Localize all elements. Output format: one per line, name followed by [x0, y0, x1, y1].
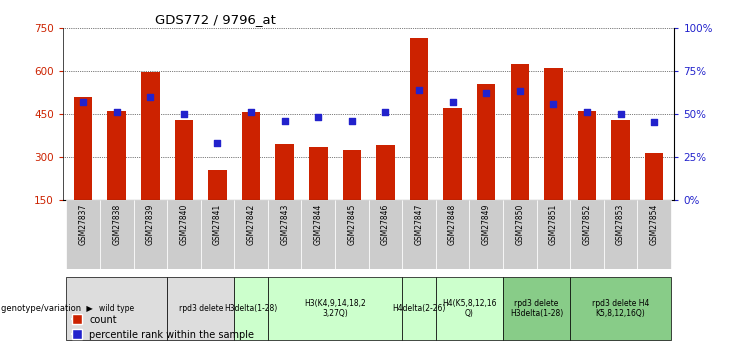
Point — [379, 109, 391, 115]
Text: GSM27849: GSM27849 — [482, 204, 491, 245]
Point — [548, 101, 559, 106]
Point — [313, 115, 325, 120]
Bar — [208, 170, 227, 200]
Bar — [410, 38, 428, 200]
Text: GSM27852: GSM27852 — [582, 204, 591, 245]
Bar — [201, 200, 234, 269]
Text: H3delta(1-28): H3delta(1-28) — [225, 304, 278, 313]
Point — [447, 99, 459, 105]
Point — [111, 109, 123, 115]
Text: rpd3 delete
H3delta(1-28): rpd3 delete H3delta(1-28) — [510, 299, 563, 318]
Bar — [611, 120, 630, 200]
Text: genotype/variation  ▶: genotype/variation ▶ — [1, 304, 93, 313]
Bar — [645, 152, 663, 200]
Bar — [578, 111, 597, 200]
Legend: count, percentile rank within the sample: count, percentile rank within the sample — [68, 311, 258, 344]
Point — [178, 111, 190, 117]
Bar — [402, 277, 436, 340]
Bar — [604, 200, 637, 269]
Text: GSM27837: GSM27837 — [79, 204, 87, 245]
Text: GSM27845: GSM27845 — [348, 204, 356, 245]
Bar — [133, 200, 167, 269]
Bar — [335, 200, 368, 269]
Bar — [477, 84, 496, 200]
Bar — [276, 144, 294, 200]
Bar — [342, 150, 361, 200]
Text: GSM27846: GSM27846 — [381, 204, 390, 245]
Text: GSM27841: GSM27841 — [213, 204, 222, 245]
Bar — [167, 277, 234, 340]
Bar — [469, 200, 503, 269]
Bar — [570, 200, 604, 269]
Text: rpd3 delete H4
K5,8,12,16Q): rpd3 delete H4 K5,8,12,16Q) — [592, 299, 649, 318]
Point — [413, 87, 425, 92]
Bar — [503, 277, 570, 340]
Text: GSM27848: GSM27848 — [448, 204, 457, 245]
Point — [614, 111, 626, 117]
Text: GSM27839: GSM27839 — [146, 204, 155, 245]
Bar — [402, 200, 436, 269]
Point — [212, 140, 224, 146]
Text: H4delta(2-26): H4delta(2-26) — [392, 304, 446, 313]
Bar — [242, 112, 260, 200]
Point — [144, 94, 156, 99]
Text: H4(K5,8,12,16
Q): H4(K5,8,12,16 Q) — [442, 299, 496, 318]
Bar — [503, 200, 536, 269]
Text: H3(K4,9,14,18,2
3,27Q): H3(K4,9,14,18,2 3,27Q) — [305, 299, 366, 318]
Bar — [67, 277, 167, 340]
Text: GSM27850: GSM27850 — [515, 204, 525, 245]
Bar — [234, 277, 268, 340]
Bar — [141, 72, 159, 200]
Bar — [268, 200, 302, 269]
Point — [245, 109, 257, 115]
Text: GSM27840: GSM27840 — [179, 204, 188, 245]
Bar — [309, 147, 328, 200]
Bar — [511, 63, 529, 200]
Point — [77, 99, 89, 105]
Text: GSM27844: GSM27844 — [313, 204, 323, 245]
Bar — [67, 200, 100, 269]
Point — [648, 120, 660, 125]
Bar — [637, 200, 671, 269]
Bar — [234, 200, 268, 269]
Text: GDS772 / 9796_at: GDS772 / 9796_at — [155, 13, 276, 27]
Point — [581, 109, 593, 115]
Bar — [268, 277, 402, 340]
Bar — [175, 120, 193, 200]
Text: wild type: wild type — [99, 304, 134, 313]
Text: GSM27853: GSM27853 — [616, 204, 625, 245]
Bar — [536, 200, 570, 269]
Point — [514, 89, 525, 94]
Bar — [167, 200, 201, 269]
Bar — [368, 200, 402, 269]
Point — [279, 118, 290, 124]
Bar — [436, 200, 469, 269]
Bar — [436, 277, 503, 340]
Point — [346, 118, 358, 124]
Bar — [107, 111, 126, 200]
Bar — [302, 200, 335, 269]
Bar — [74, 97, 93, 200]
Bar — [544, 68, 562, 200]
Text: GSM27847: GSM27847 — [414, 204, 424, 245]
Text: GSM27838: GSM27838 — [112, 204, 122, 245]
Text: GSM27842: GSM27842 — [247, 204, 256, 245]
Text: GSM27843: GSM27843 — [280, 204, 289, 245]
Bar — [376, 146, 395, 200]
Text: GSM27851: GSM27851 — [549, 204, 558, 245]
Bar — [443, 108, 462, 200]
Bar — [100, 200, 133, 269]
Bar — [570, 277, 671, 340]
Point — [480, 90, 492, 96]
Text: rpd3 delete: rpd3 delete — [179, 304, 223, 313]
Text: GSM27854: GSM27854 — [650, 204, 659, 245]
